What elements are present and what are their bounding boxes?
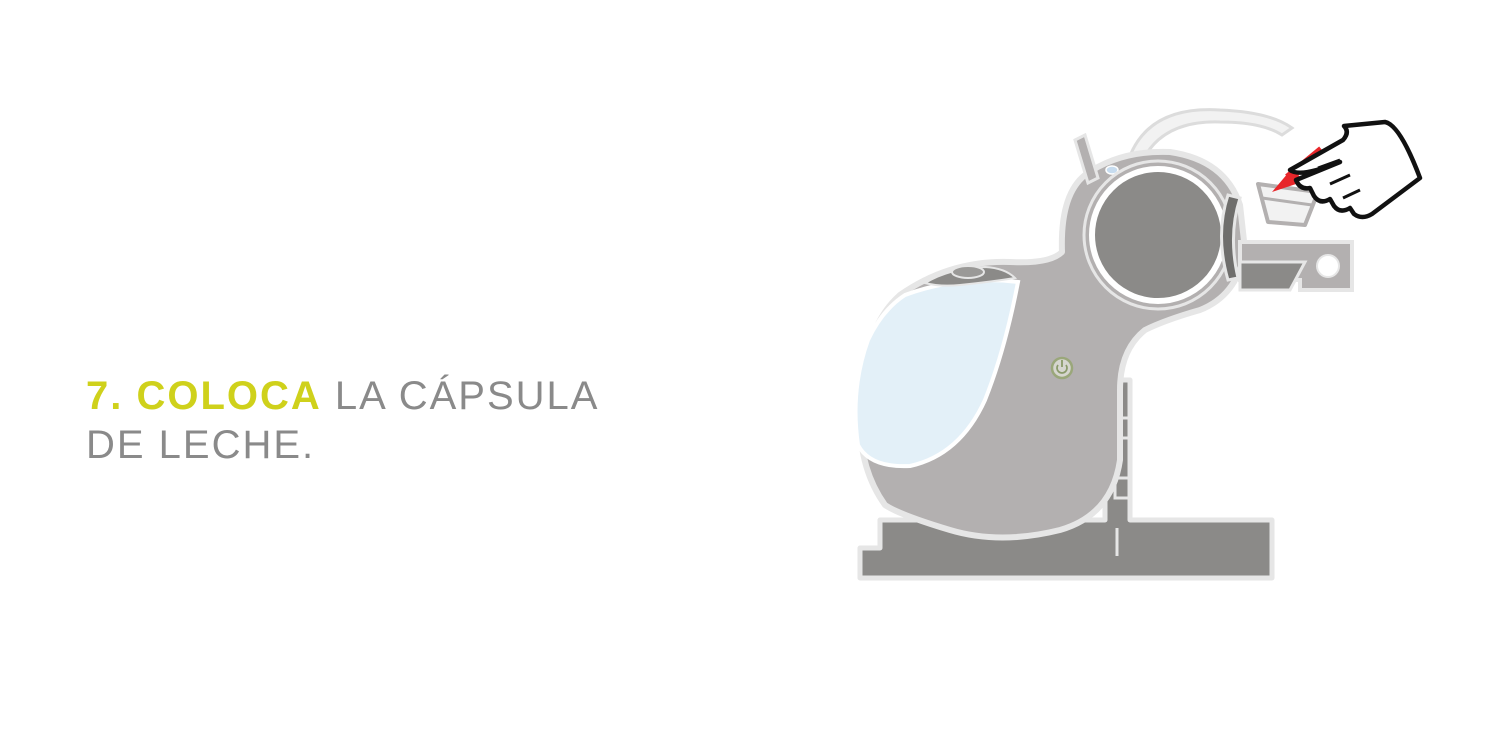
step-object: LA CÁPSULA <box>321 374 600 418</box>
capsule-chamber <box>1089 166 1227 304</box>
step-number-verb: 7. COLOCA <box>86 374 322 418</box>
power-icon <box>1050 356 1074 380</box>
water-tank <box>853 278 1021 469</box>
instruction-text: 7. COLOCA LA CÁPSULA DE LECHE. <box>86 372 599 470</box>
coffee-machine-illustration <box>853 108 1423 581</box>
instruction-line-1: 7. COLOCA LA CÁPSULA <box>86 372 599 421</box>
indicator-light <box>1105 165 1119 175</box>
milk-capsule <box>1256 182 1320 227</box>
instruction-line-2: DE LECHE. <box>86 423 316 467</box>
hand-pointer-icon <box>1287 119 1423 220</box>
lid-knob <box>951 265 985 279</box>
machine-lever <box>1073 132 1100 186</box>
machine-handle <box>1123 108 1295 174</box>
capsule-holder <box>1220 193 1354 292</box>
